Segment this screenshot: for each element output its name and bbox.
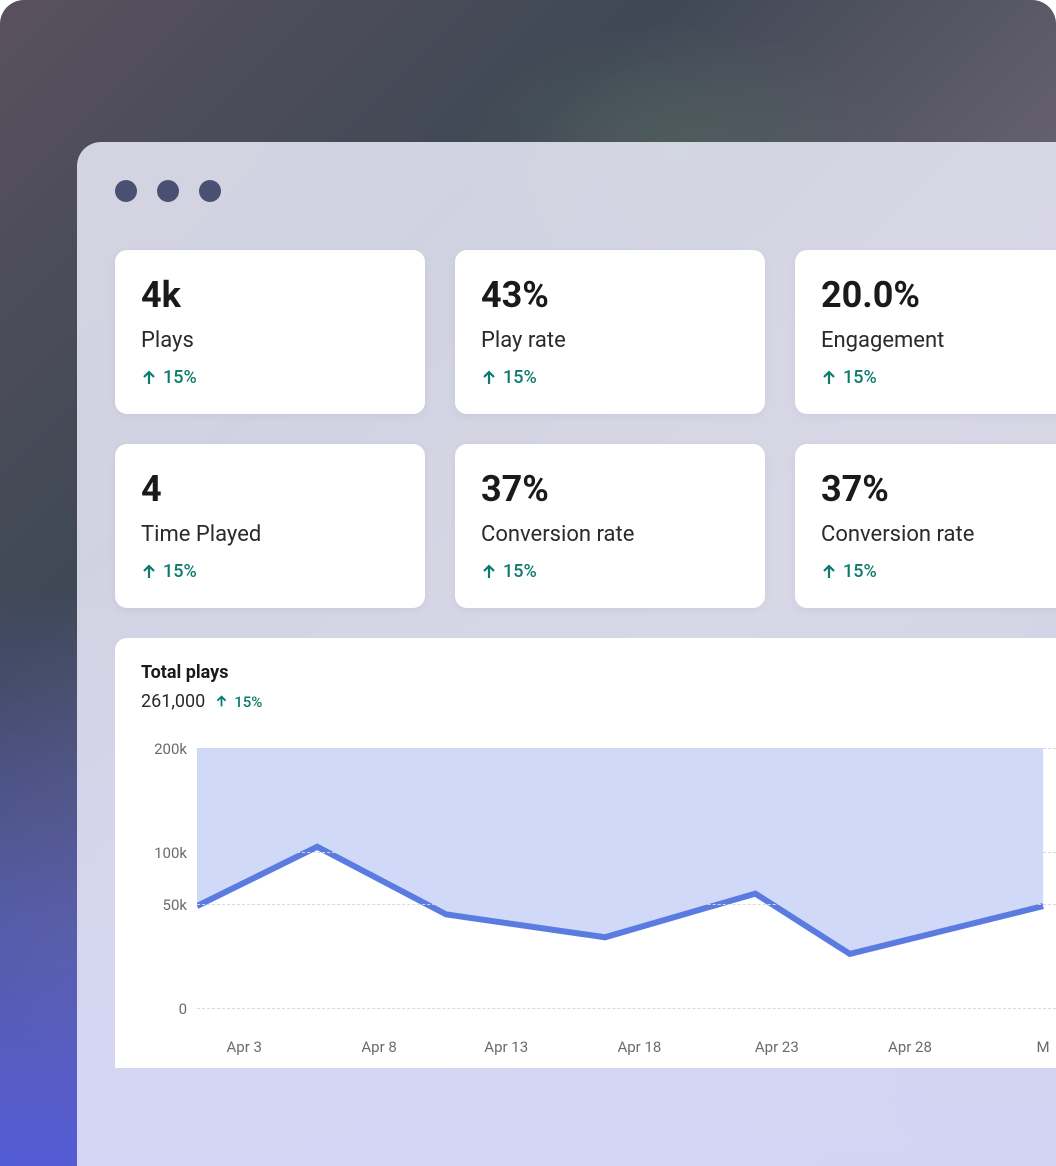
y-tick-label: 50k — [163, 896, 187, 914]
metric-value: 4 — [141, 468, 399, 510]
trend-value: 15% — [503, 367, 537, 388]
window-minimize-button[interactable] — [157, 180, 179, 202]
arrow-up-icon — [215, 695, 228, 708]
chart-card-total-plays: Total plays 261,000 15% 200k 100k 50k 0 Apr… — [115, 638, 1056, 1068]
metric-label: Conversion rate — [821, 522, 1056, 547]
x-tick-label: Apr 8 — [361, 1038, 396, 1056]
chart-trend-value: 15% — [234, 693, 262, 711]
chart-trend: 15% — [215, 693, 262, 711]
metric-value: 43% — [481, 274, 739, 316]
trend-value: 15% — [843, 367, 877, 388]
metric-trend: 15% — [141, 561, 399, 582]
chart-gridline — [197, 852, 1056, 853]
metric-trend: 15% — [481, 561, 739, 582]
metric-trend: 15% — [821, 367, 1056, 388]
window-close-button[interactable] — [115, 180, 137, 202]
chart-title: Total plays — [141, 662, 1056, 683]
x-tick-label: Apr 3 — [227, 1038, 262, 1056]
chart-plot-area: 200k100k50k0 Apr 3Apr 8Apr 13Apr 18Apr 2… — [141, 748, 1056, 1038]
metric-value: 37% — [481, 468, 739, 510]
metric-label: Conversion rate — [481, 522, 739, 547]
metric-card-conversion-rate-1[interactable]: 37% Conversion rate 15% — [455, 444, 765, 608]
metric-value: 37% — [821, 468, 1056, 510]
arrow-up-icon — [141, 370, 157, 386]
x-tick-label: Apr 18 — [617, 1038, 661, 1056]
metric-card-time-played[interactable]: 4 Time Played 15% — [115, 444, 425, 608]
metric-trend: 15% — [481, 367, 739, 388]
metric-trend: 15% — [141, 367, 399, 388]
chart-gridline — [197, 748, 1056, 749]
window-maximize-button[interactable] — [199, 180, 221, 202]
metric-card-conversion-rate-2[interactable]: 37% Conversion rate 15% — [795, 444, 1056, 608]
arrow-up-icon — [821, 564, 837, 580]
window-controls — [115, 180, 1056, 202]
x-tick-label: M — [1037, 1038, 1050, 1056]
chart-plot — [197, 748, 1056, 1008]
metric-label: Time Played — [141, 522, 399, 547]
arrow-up-icon — [481, 370, 497, 386]
chart-gridline — [197, 904, 1056, 905]
trend-value: 15% — [503, 561, 537, 582]
metric-card-engagement[interactable]: 20.0% Engagement 15% — [795, 250, 1056, 414]
metric-label: Plays — [141, 328, 399, 353]
arrow-up-icon — [141, 564, 157, 580]
y-tick-label: 0 — [179, 1000, 187, 1018]
x-tick-label: Apr 23 — [755, 1038, 799, 1056]
metrics-grid: 4k Plays 15% 43% Play rate 15% 20.0% Eng… — [115, 250, 1056, 608]
chart-total-value: 261,000 — [141, 691, 205, 712]
metric-value: 4k — [141, 274, 399, 316]
metric-card-play-rate[interactable]: 43% Play rate 15% — [455, 250, 765, 414]
chart-y-axis: 200k100k50k0 — [141, 748, 187, 1008]
metric-card-plays[interactable]: 4k Plays 15% — [115, 250, 425, 414]
metric-value: 20.0% — [821, 274, 1056, 316]
metric-label: Play rate — [481, 328, 739, 353]
trend-value: 15% — [163, 561, 197, 582]
y-tick-label: 100k — [154, 844, 187, 862]
app-window: 4k Plays 15% 43% Play rate 15% 20.0% Eng… — [77, 142, 1056, 1166]
x-tick-label: Apr 13 — [484, 1038, 528, 1056]
chart-svg — [197, 748, 1056, 1008]
metric-label: Engagement — [821, 328, 1056, 353]
arrow-up-icon — [821, 370, 837, 386]
x-tick-label: Apr 28 — [888, 1038, 932, 1056]
chart-subtitle: 261,000 15% — [141, 691, 1056, 712]
y-tick-label: 200k — [154, 740, 187, 758]
arrow-up-icon — [481, 564, 497, 580]
trend-value: 15% — [843, 561, 877, 582]
metric-trend: 15% — [821, 561, 1056, 582]
chart-gridline — [197, 1008, 1056, 1009]
trend-value: 15% — [163, 367, 197, 388]
